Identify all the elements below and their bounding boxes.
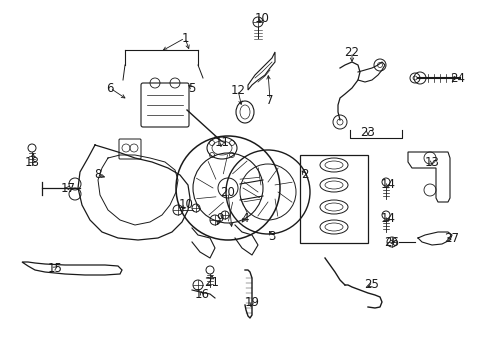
- Text: 12: 12: [230, 84, 245, 96]
- Text: 10: 10: [254, 12, 269, 24]
- Text: 26: 26: [384, 235, 399, 248]
- Text: 23: 23: [360, 126, 375, 139]
- Text: 6: 6: [106, 81, 114, 94]
- Text: 16: 16: [194, 288, 209, 302]
- Text: 5: 5: [188, 81, 195, 94]
- Text: 3: 3: [268, 230, 275, 243]
- Text: 19: 19: [244, 296, 259, 309]
- Text: 25: 25: [364, 279, 379, 292]
- Text: 15: 15: [47, 261, 62, 274]
- Text: 2: 2: [301, 168, 308, 181]
- Text: 14: 14: [380, 179, 395, 192]
- Text: 14: 14: [380, 211, 395, 225]
- Text: 18: 18: [24, 156, 40, 168]
- Text: 24: 24: [449, 72, 465, 85]
- Text: 1: 1: [181, 31, 188, 45]
- Text: 17: 17: [61, 181, 75, 194]
- Text: 27: 27: [444, 231, 459, 244]
- Text: 4: 4: [241, 211, 248, 225]
- Text: 13: 13: [424, 156, 439, 168]
- Text: 21: 21: [204, 275, 219, 288]
- Text: 9: 9: [216, 211, 224, 225]
- Text: 7: 7: [265, 94, 273, 107]
- Text: 22: 22: [344, 45, 359, 58]
- Text: 8: 8: [94, 168, 102, 181]
- Text: 20: 20: [220, 185, 235, 198]
- Text: 11: 11: [214, 135, 229, 148]
- Text: 10: 10: [178, 198, 193, 211]
